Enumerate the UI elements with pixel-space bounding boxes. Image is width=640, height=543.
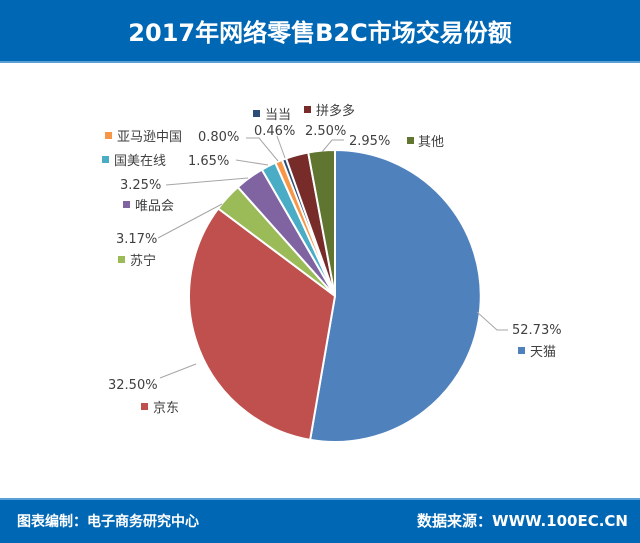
legend-swatch-gome: [102, 156, 109, 163]
legend-swatch-dangdang: [253, 110, 260, 117]
slice-other: [307, 149, 336, 297]
data-source-text: 数据来源：WWW.100EC.CN: [417, 512, 628, 530]
legend-swatch-other: [407, 137, 414, 144]
legend-swatch-amazon: [105, 132, 112, 139]
chart-title: 2017年网络零售B2C市场交易份额: [128, 19, 512, 47]
legend-swatch-tmall: [518, 347, 525, 354]
footer-bar: 图表编制：电子商务研究中心 数据来源：WWW.100EC.CN: [0, 498, 640, 543]
label-amazon-name: 亚马逊中国: [117, 130, 182, 145]
label-suning-pct: 3.17%: [116, 232, 157, 247]
label-tmall-pct: 52.73%: [512, 323, 562, 338]
label-dangdang-name: 当当: [265, 108, 291, 123]
slice-tmall: [309, 149, 482, 443]
legend-swatch-jd: [141, 403, 148, 410]
legend-swatch-pinduoduo: [304, 106, 311, 113]
legend-swatch-vip: [123, 201, 130, 208]
legend-swatch-suning: [118, 256, 125, 263]
compiled-by-text: 图表编制：电子商务研究中心: [17, 514, 199, 530]
label-jd-name: 京东: [153, 401, 179, 416]
label-pinduoduo-pct: 2.50%: [305, 124, 346, 139]
label-jd-pct: 32.50%: [108, 378, 158, 393]
label-pinduoduo-name: 拼多多: [316, 103, 355, 119]
label-tmall-name: 天猫: [530, 345, 556, 360]
label-other-pct: 2.95%: [349, 134, 390, 149]
slice-jd: [188, 207, 336, 441]
label-vip-name: 唯品会: [135, 199, 174, 214]
leader-lines: [157, 135, 508, 379]
label-dangdang-pct: 0.46%: [254, 124, 295, 139]
label-suning-name: 苏宁: [130, 253, 156, 269]
title-bar: 2017年网络零售B2C市场交易份额: [0, 0, 640, 63]
data-labels: 52.73% 天猫 32.50% 京东 3.17% 苏宁 3.25% 唯品会 国…: [102, 103, 562, 416]
label-gome-pct: 1.65%: [188, 154, 229, 169]
label-vip-pct: 3.25%: [120, 178, 161, 193]
label-amazon-pct: 0.80%: [198, 130, 239, 145]
label-other-name: 其他: [418, 135, 444, 150]
label-gome-name: 国美在线: [114, 154, 166, 169]
